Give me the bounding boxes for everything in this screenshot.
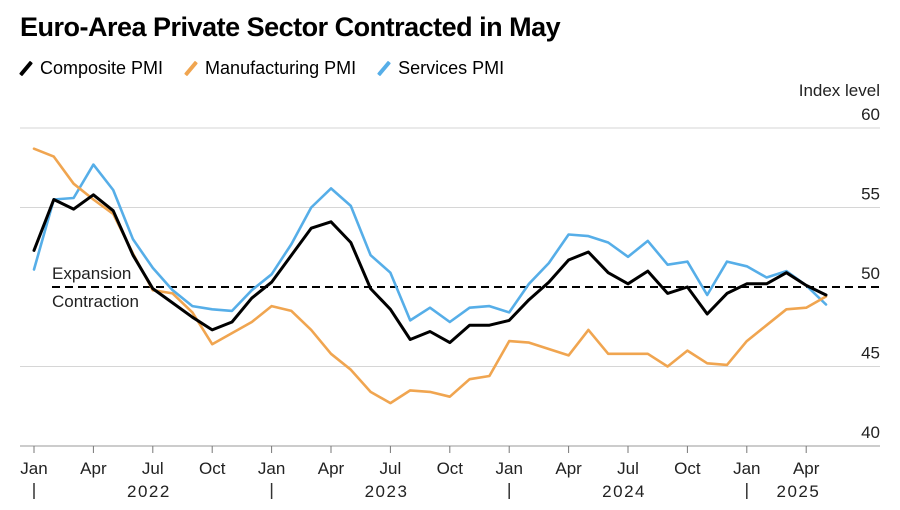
legend-label-manufacturing: Manufacturing PMI [205,57,357,78]
legend-item-services: Services PMI [377,57,505,79]
y-tick-label: 45 [861,344,880,363]
year-label: 2022 [127,482,171,501]
year-label: 2023 [365,482,409,501]
x-tick-label: Oct [199,459,226,478]
chart-title: Euro-Area Private Sector Contracted in M… [20,12,561,42]
y-tick-label: 60 [861,105,880,124]
year-label: 2024 [602,482,646,501]
x-tick-label: Jul [142,459,164,478]
x-tick-label: Apr [80,459,107,478]
legend-item-composite: Composite PMI [19,57,164,79]
x-tick-label: Apr [793,459,820,478]
x-tick-label: Jan [258,459,285,478]
x-tick-label: Jan [495,459,522,478]
x-tick-label: Oct [674,459,701,478]
y-tick-label: 50 [861,264,880,283]
x-tick-label: Jul [380,459,402,478]
legend: Composite PMI Manufacturing PMI Services… [19,57,526,79]
y-tick-label: 40 [861,423,880,442]
legend-label-composite: Composite PMI [40,57,164,78]
year-label: 2025 [776,482,820,501]
x-tick-label: Oct [437,459,464,478]
legend-label-services: Services PMI [398,57,505,78]
legend-item-manufacturing: Manufacturing PMI [184,57,357,79]
x-tick-label: Jan [20,459,47,478]
expansion-label: Expansion [52,264,131,283]
x-tick-label: Jul [617,459,639,478]
x-tick-label: Jan [733,459,760,478]
series-line-manufacturing-pmi [32,147,828,405]
y-axis-label: Index level [799,81,880,100]
x-tick-label: Apr [318,459,345,478]
y-tick-label: 55 [861,185,880,204]
contraction-label: Contraction [52,292,139,311]
series-line-composite-pmi [32,193,828,345]
x-tick-label: Apr [555,459,582,478]
series-line-services-pmi [32,163,828,324]
